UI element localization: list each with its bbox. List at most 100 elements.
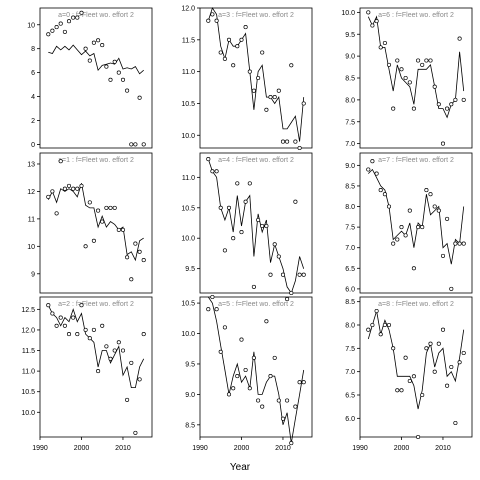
data-point [449, 102, 454, 107]
data-point [116, 70, 121, 75]
data-point [141, 142, 146, 147]
y-tick-label: 7.0 [345, 369, 355, 376]
data-point [280, 416, 286, 421]
data-point [440, 327, 446, 332]
data-point [445, 106, 450, 111]
y-tick-label: 4 [31, 94, 35, 101]
data-point [289, 441, 294, 446]
data-point [214, 169, 219, 174]
data-point [133, 142, 138, 147]
data-point [416, 225, 421, 230]
x-tick-label: 2010 [275, 445, 291, 452]
fitted-line [48, 44, 144, 75]
data-point [210, 12, 215, 17]
data-point [386, 322, 392, 328]
data-point [247, 181, 252, 186]
y-tick-label: 12.0 [181, 6, 195, 13]
data-point [260, 223, 265, 229]
data-point [58, 315, 63, 320]
x-tick-label: 1990 [32, 445, 48, 452]
data-point [206, 307, 211, 312]
y-tick-label: 8.0 [345, 204, 355, 211]
data-point [366, 327, 371, 332]
data-point [116, 340, 121, 345]
data-point [395, 388, 400, 393]
data-point [424, 346, 429, 351]
data-point [46, 194, 51, 199]
data-point [420, 225, 425, 230]
panel-8: a=8 : f=Fleet wo. effort 2 6.0 6.5 7.0 7.5 8.… [345, 296, 473, 452]
data-point [247, 386, 252, 391]
panel-strip-label: a=5 : f=Fleet wo. effort 2 [218, 301, 294, 308]
data-point [50, 189, 55, 194]
data-point [453, 97, 458, 102]
data-point [129, 277, 134, 282]
panel-frame [359, 152, 473, 294]
y-tick-label: 11.5 [22, 348, 35, 355]
panel-0: a=0 : f=Fleet wo. effort 2 0 2 4 6 8 10 [27, 7, 153, 149]
data-point [285, 139, 290, 144]
data-point [251, 355, 256, 360]
y-tick-label: 11 [28, 216, 35, 223]
y-tick-label: 11.5 [182, 37, 195, 44]
data-point [108, 356, 113, 361]
data-point [411, 266, 416, 271]
data-point [264, 107, 269, 112]
data-point [386, 204, 392, 209]
data-point [62, 323, 67, 328]
data-point [386, 62, 392, 67]
data-point [66, 183, 72, 188]
data-point [440, 141, 446, 146]
data-point [391, 346, 396, 351]
data-point [276, 254, 281, 259]
data-point [432, 84, 437, 89]
data-point [141, 332, 146, 337]
data-point [96, 208, 101, 213]
data-point [226, 205, 232, 210]
data-point [374, 171, 379, 176]
y-tick-label: 6 [31, 70, 35, 77]
data-point [231, 236, 236, 241]
y-tick-label: 7.5 [345, 119, 355, 126]
data-point [428, 58, 433, 63]
data-point [416, 58, 421, 63]
y-tick-label: 9 [31, 271, 35, 278]
data-point [222, 325, 227, 330]
y-tick-label: 8.0 [345, 97, 355, 104]
y-tick-label: 6.0 [345, 416, 355, 423]
data-point [222, 248, 227, 253]
data-point [440, 253, 446, 258]
data-point [251, 284, 256, 289]
data-point [461, 350, 466, 356]
data-point [125, 255, 130, 260]
data-point [210, 169, 215, 174]
data-point [411, 106, 416, 111]
y-tick-label: 10.5 [21, 389, 35, 396]
data-point [129, 360, 134, 365]
panel-strip-label: a=3 : f=Fleet wo. effort 2 [218, 12, 294, 19]
data-point [391, 241, 396, 246]
y-tick-label: 6.5 [345, 266, 355, 273]
data-point [87, 58, 92, 63]
data-point [133, 241, 138, 246]
data-point [206, 18, 211, 23]
data-point [457, 36, 462, 41]
data-point [424, 188, 429, 193]
data-point [432, 204, 437, 209]
data-point [403, 75, 408, 81]
data-point [129, 142, 134, 147]
panel-strip-label: a=8 : f=Fleet wo. effort 2 [378, 301, 454, 308]
data-point [226, 37, 232, 42]
panel-5: a=5 : f=Fleet wo. effort 2 8.5 9.0 9.5 10.0 1… [181, 294, 313, 452]
data-point [391, 106, 396, 111]
data-point [50, 28, 55, 33]
data-point [218, 205, 223, 210]
data-point [301, 101, 306, 106]
y-tick-label: 6.0 [345, 286, 355, 293]
x-tick-label: 2000 [234, 445, 250, 452]
y-tick-label: 7.5 [345, 346, 355, 353]
data-point [374, 19, 379, 24]
fitted-line [367, 15, 465, 119]
data-point [424, 58, 429, 63]
data-point [104, 344, 109, 349]
